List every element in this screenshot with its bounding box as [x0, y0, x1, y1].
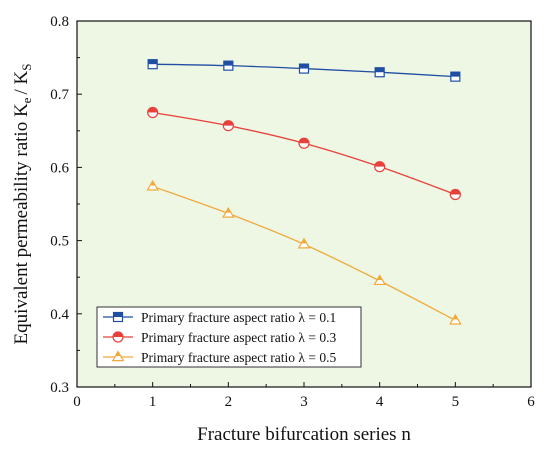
y-tick-label: 0.8: [50, 14, 69, 30]
series-3-point-4: [373, 274, 386, 286]
y-axis-title-sub-s: S: [19, 64, 34, 71]
series-3-point-3-fill: [301, 238, 307, 244]
series-2-point-3-fill: [299, 138, 309, 144]
x-tick-label: 4: [376, 394, 384, 410]
series-3-point-1: [146, 179, 159, 191]
legend-marker-2: [112, 331, 124, 343]
series-3-point-2: [222, 206, 235, 218]
y-axis-title-mid: / K: [11, 71, 32, 95]
series-1-point-2: [223, 60, 234, 71]
legend-label-3: Primary fracture aspect ratio λ = 0.5: [141, 350, 336, 365]
series-1-point-5-fill: [450, 72, 460, 77]
series-3-point-5: [449, 313, 462, 325]
series-3-point-1-fill: [150, 181, 156, 186]
x-tick-label: 6: [527, 394, 535, 410]
legend-label-1: Primary fracture aspect ratio λ = 0.1: [141, 310, 336, 325]
series-2-point-4-fill: [374, 161, 385, 167]
x-tick-label: 1: [149, 394, 157, 410]
label-layer: 0 1 2 3 4 5 6 0.3 0.4 0.5 0.6 0.7 0.8: [50, 14, 535, 410]
series-3-point-2-fill: [225, 208, 231, 213]
series-1-point-1: [147, 59, 158, 70]
series-2-point-3: [298, 137, 310, 149]
series-1-point-2-fill: [223, 61, 233, 66]
y-axis-title-main: Equivalent permeability ratio K: [11, 103, 32, 344]
series-3-point-5-fill: [452, 314, 458, 320]
y-tick-label: 0.6: [50, 160, 69, 176]
series-3-point-3: [297, 237, 311, 249]
series-1-point-4: [374, 67, 385, 78]
series-2-point-2: [222, 120, 234, 132]
y-tick-label: 0.4: [50, 307, 69, 323]
y-axis-title-sub-e: e: [19, 97, 34, 103]
y-tick-label: 0.3: [50, 380, 69, 396]
series-2-point-4: [374, 161, 386, 173]
series-2-point-5-fill: [450, 189, 461, 195]
legend-marker-3-fill: [115, 351, 121, 357]
series-1-point-3: [298, 63, 310, 74]
series-2-point-1: [147, 106, 159, 119]
x-tick-label: 2: [225, 394, 233, 410]
series-3-point-4-fill: [377, 275, 383, 280]
series-2-point-2-fill: [223, 120, 234, 126]
tick-layer: [76, 20, 532, 388]
legend-label-2: Primary fracture aspect ratio λ = 0.3: [141, 330, 336, 345]
series-1-point-4-fill: [375, 67, 385, 73]
legend-marker-3: [111, 350, 125, 362]
legend-box: [96, 306, 362, 368]
series-2-point-5: [449, 188, 461, 201]
series-1-point-1-fill: [148, 59, 158, 65]
series-1-point-3-fill: [299, 64, 309, 69]
y-axis-title: Equivalent permeability ratio Ke / KS: [11, 64, 34, 345]
legend-marker-1: [112, 311, 124, 323]
x-tick-label: 3: [300, 394, 308, 410]
x-tick-label: 0: [73, 394, 81, 410]
plot-layer: [146, 59, 462, 325]
series-2-point-1-fill: [147, 107, 158, 113]
y-tick-label: 0.7: [50, 87, 69, 103]
x-axis-title: Fracture bifurcation series n: [197, 424, 411, 445]
x-tick-label: 5: [452, 394, 460, 410]
series-1-point-5: [450, 71, 461, 82]
legend-marker-1-fill: [113, 312, 123, 317]
y-tick-label: 0.5: [50, 234, 69, 250]
legend-marker-2-fill: [113, 332, 123, 337]
legend: Primary fracture aspect ratio λ = 0.1 Pri…: [96, 306, 362, 368]
